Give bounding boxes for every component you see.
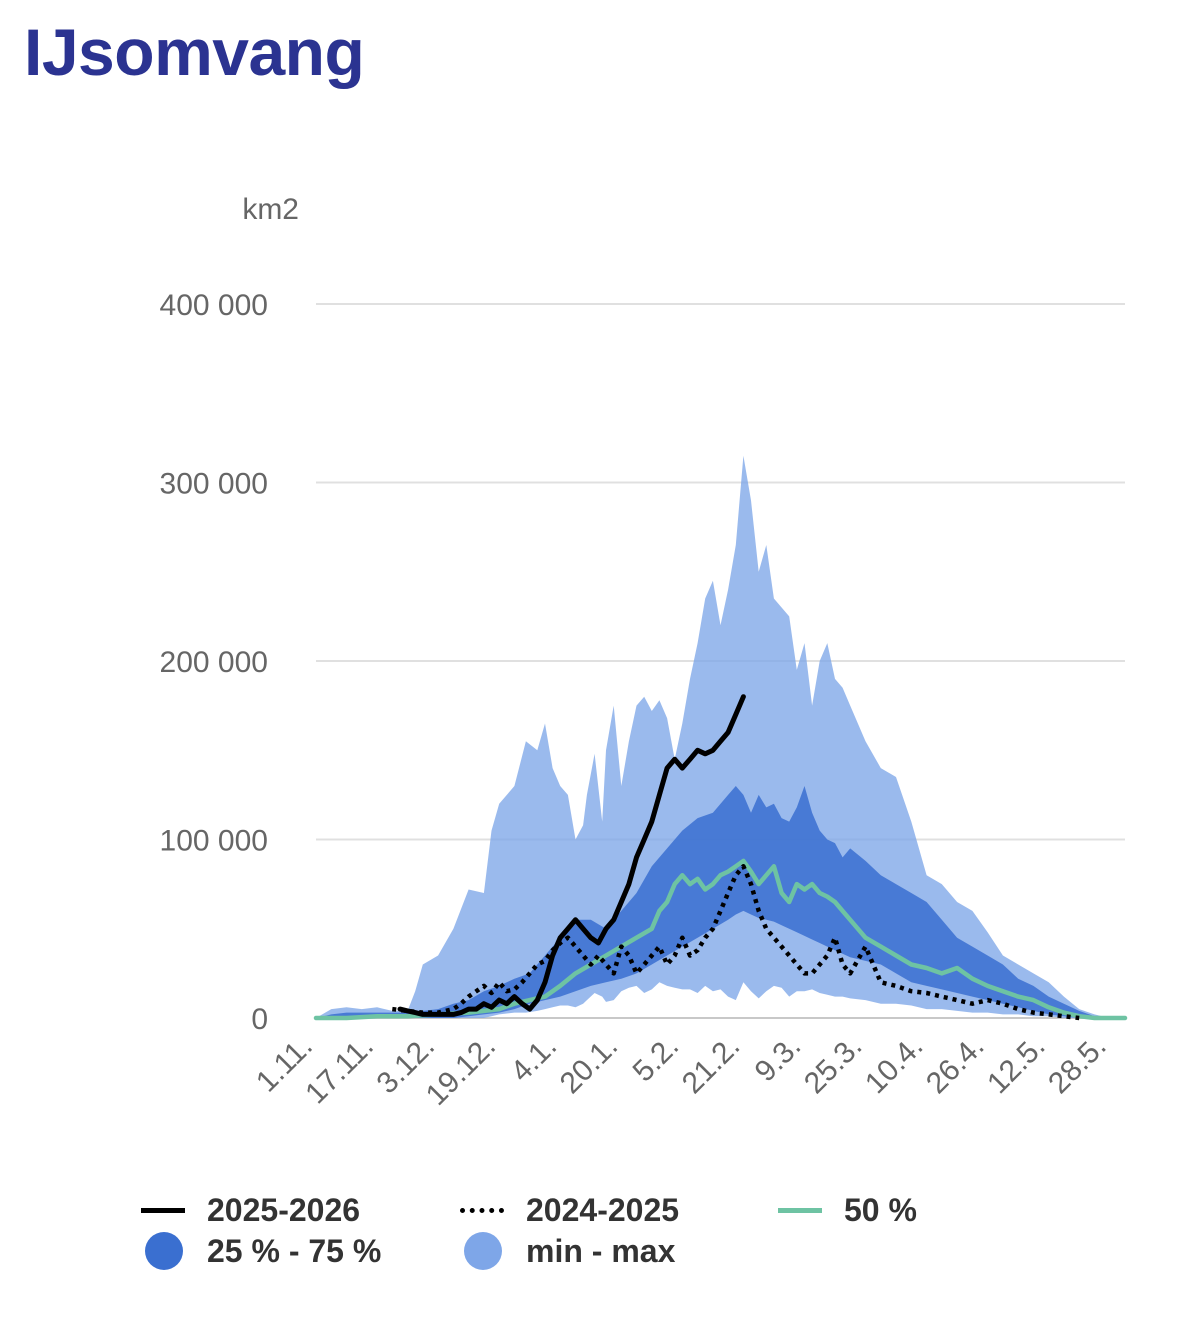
legend-previous-label: 2024-2025 [526, 1192, 680, 1228]
legend-minmax-label: min - max [526, 1232, 676, 1269]
legend-item-previous[interactable]: 2024-2025 [460, 1192, 679, 1229]
chart-title: IJsomvang [24, 15, 365, 89]
legend-item-median[interactable]: 50 % [778, 1192, 917, 1229]
x-tick-label-11: 26.4. [920, 1030, 991, 1101]
series-line-4 [397, 694, 746, 1017]
y-tick-label-1: 100 000 [160, 825, 268, 858]
x-axis-ticks: 1.11.17.11.3.12.19.12. 4.1.20.1. 5.2.21.2.… [250, 1030, 1113, 1112]
legend-previous-swatch [460, 1208, 504, 1213]
band-0 [316, 455, 1125, 1018]
x-tick-label-13: 28.5. [1042, 1030, 1113, 1101]
x-tick-label-4: 4.1. [504, 1030, 563, 1089]
x-tick-label-1: 17.11. [299, 1030, 380, 1111]
x-tick-label-8: 9.3. [749, 1030, 808, 1089]
legend-current-swatch [141, 1208, 185, 1213]
x-tick-label-7: 21.2. [676, 1030, 747, 1101]
ice-extent-chart: km2 0 100 000 200 000 300 000 400 000 1.11.1… [160, 193, 1128, 1112]
x-tick-label-9: 25.3. [798, 1030, 869, 1101]
x-tick-label-10: 10.4. [859, 1030, 930, 1101]
lines [313, 694, 1128, 1021]
x-tick-label-12: 12.5. [981, 1030, 1052, 1101]
series-line-2 [313, 858, 1128, 1021]
x-tick-label-5: 20.1. [554, 1030, 625, 1101]
legend-item-minmax[interactable]: min - max [460, 1232, 675, 1270]
x-tick-label-6: 5.2. [627, 1030, 686, 1089]
legend-item-current[interactable]: 2025-2026 [141, 1192, 360, 1229]
legend-current-label: 2025-2026 [207, 1192, 361, 1228]
y-tick-label-3: 300 000 [160, 468, 268, 501]
y-axis-ticks: 0 100 000 200 000 300 000 400 000 [160, 289, 268, 1036]
y-axis-unit-label: km2 [242, 193, 299, 226]
y-tick-label-2: 200 000 [160, 646, 268, 679]
legend-iqr-label: 25 % - 75 % [207, 1232, 382, 1269]
legend-item-iqr[interactable]: 25 % - 75 % [141, 1232, 381, 1270]
bands [316, 455, 1125, 1018]
legend-median-label: 50 % [844, 1192, 917, 1228]
legend-iqr-swatch [145, 1232, 183, 1270]
band-1 [316, 786, 1125, 1018]
legend-minmax-swatch [464, 1232, 502, 1270]
y-tick-label-4: 400 000 [160, 289, 268, 322]
x-tick-label-3: 19.12. [420, 1030, 502, 1112]
y-tick-label-0: 0 [251, 1003, 268, 1036]
legend-median-swatch [778, 1208, 822, 1213]
